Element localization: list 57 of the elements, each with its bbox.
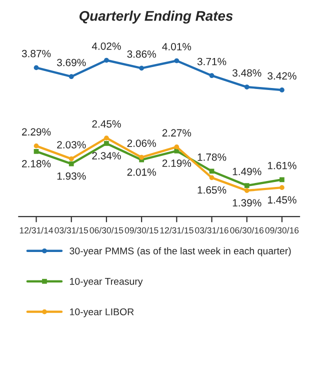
data-label: 1.45% <box>268 196 296 204</box>
x-tick-label: 06/30/16 <box>230 227 264 234</box>
point <box>104 141 109 146</box>
point <box>104 136 109 140</box>
point <box>209 73 214 78</box>
data-label: 2.27% <box>162 129 192 137</box>
point <box>139 154 144 160</box>
point <box>68 156 74 162</box>
x-tick-label: 03/31/15 <box>54 227 88 234</box>
point <box>244 183 250 188</box>
data-label: 2.29% <box>22 128 51 136</box>
data-label: 4.02% <box>92 42 121 50</box>
point <box>104 58 109 63</box>
data-label: 3.48% <box>232 69 262 77</box>
data-label: 1.39% <box>232 199 262 207</box>
x-tick-label: 12/31/14 <box>20 227 54 234</box>
legend-label: 10-year Treasury <box>70 278 143 287</box>
data-label: 2.18% <box>22 160 51 168</box>
point <box>174 58 180 64</box>
data-label: 3.42% <box>268 72 296 80</box>
point <box>209 175 214 180</box>
x-tick-label: 06/30/15 <box>90 227 124 234</box>
data-label: 2.45% <box>92 120 121 128</box>
data-label: 1.65% <box>198 186 226 194</box>
point <box>244 188 250 193</box>
x-tick-label: 03/31/16 <box>195 227 228 234</box>
data-label: 2.34% <box>92 152 121 160</box>
data-label: 3.69% <box>57 58 86 66</box>
data-label: 3.71% <box>197 58 226 66</box>
data-label: 2.01% <box>127 168 156 176</box>
point <box>280 88 284 92</box>
point <box>280 177 284 182</box>
data-label: 1.49% <box>232 168 262 176</box>
point <box>68 74 74 80</box>
data-label: 1.61% <box>268 162 296 170</box>
data-label: 2.06% <box>127 140 156 147</box>
x-tick-label: 12/31/15 <box>160 227 194 234</box>
point <box>244 84 250 90</box>
point <box>34 144 39 148</box>
x-tick-label: 09/30/15 <box>124 227 158 234</box>
data-label: 3.87% <box>22 50 51 58</box>
data-label: 1.93% <box>57 172 86 180</box>
point <box>280 185 284 190</box>
x-tick-label: 09/30/16 <box>265 227 299 234</box>
data-label: 2.19% <box>162 160 192 167</box>
data-label: 1.78% <box>198 153 226 161</box>
legend-label: 10-year LIBOR <box>70 308 134 318</box>
data-label: 2.03% <box>57 141 86 148</box>
point <box>139 66 144 71</box>
data-label: 4.01% <box>162 42 192 50</box>
point <box>34 65 39 70</box>
legend-label: 30-year PMMS (as of the last week in each quarter) <box>70 247 291 256</box>
chart-title: Quarterly Ending Rates <box>80 10 233 24</box>
point <box>68 161 74 166</box>
data-label: 3.86% <box>127 50 156 58</box>
point <box>174 144 180 150</box>
point <box>34 148 39 154</box>
